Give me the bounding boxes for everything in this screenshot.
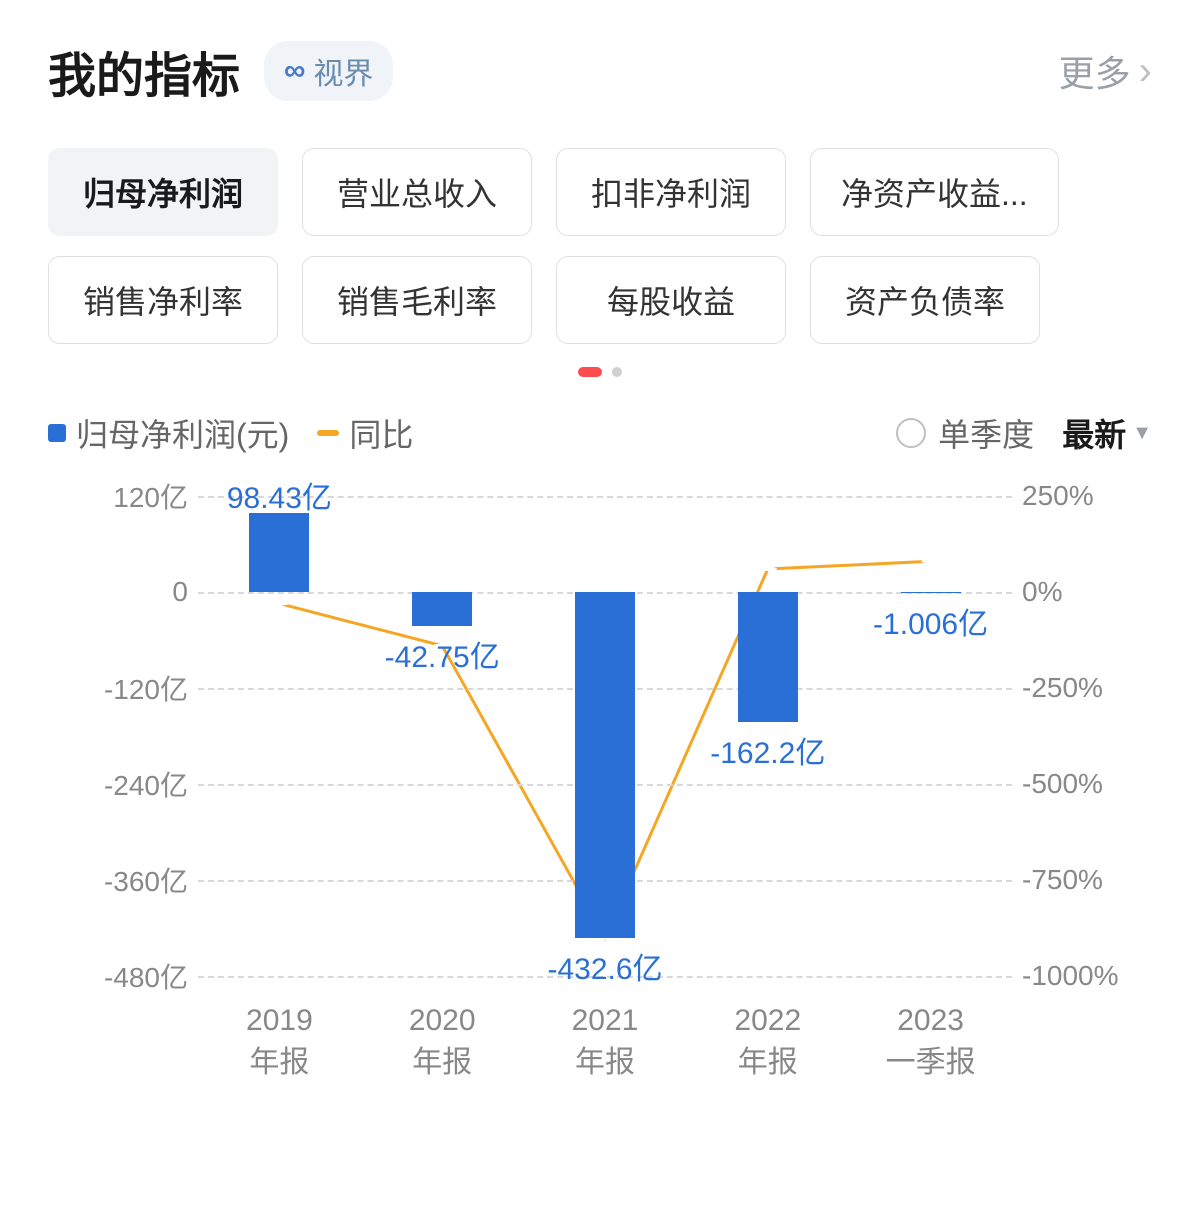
bar	[738, 592, 798, 722]
x-axis-labels: 2019年报2020年报2021年报2022年报2023一季报	[198, 1000, 1012, 1084]
yoy-marker	[760, 568, 776, 570]
yoy-marker	[922, 560, 938, 562]
bar	[575, 592, 635, 938]
tab-metric-6[interactable]: 每股收益	[556, 256, 786, 344]
tab-metric-5[interactable]: 销售毛利率	[302, 256, 532, 344]
tab-metric-1[interactable]: 营业总收入	[302, 148, 532, 236]
tab-metric-7[interactable]: 资产负债率	[810, 256, 1040, 344]
metric-tabs: 归母净利润营业总收入扣非净利润净资产收益... 销售净利率销售毛利率每股收益资产负…	[48, 148, 1152, 344]
header: 我的指标 ∞ 视界 更多 ›	[48, 36, 1152, 106]
x-tick-label: 2023一季报	[849, 1000, 1012, 1084]
y-right-tick: 0%	[1022, 576, 1142, 608]
legend-row: 归母净利润(元) 同比 单季度 最新 ▼	[48, 410, 1152, 456]
y-left-tick: -240亿	[58, 764, 188, 804]
more-button[interactable]: 更多 ›	[1059, 45, 1152, 97]
bar-legend-swatch	[48, 424, 66, 442]
bar	[412, 592, 472, 626]
page-title: 我的指标	[48, 36, 240, 106]
chart: 120亿0-120亿-240亿-360亿-480亿250%0%-250%-500…	[58, 496, 1142, 1084]
y-right-tick: -750%	[1022, 864, 1142, 896]
tab-metric-3[interactable]: 净资产收益...	[810, 148, 1059, 236]
bar-value-label: -1.006亿	[873, 599, 988, 643]
y-right-tick: -250%	[1022, 672, 1142, 704]
chevron-down-icon: ▼	[1132, 422, 1152, 445]
infinity-icon: ∞	[284, 54, 305, 88]
bar-value-label: -42.75亿	[385, 632, 500, 676]
tab-metric-2[interactable]: 扣非净利润	[556, 148, 786, 236]
y-left-tick: 0	[58, 576, 188, 608]
y-left-tick: -480亿	[58, 956, 188, 996]
y-left-tick: -360亿	[58, 860, 188, 900]
page-dots	[48, 364, 1152, 382]
bar-value-label: 98.43亿	[227, 473, 332, 517]
bar-value-label: -162.2亿	[710, 728, 825, 772]
y-right-tick: -500%	[1022, 768, 1142, 800]
period-dropdown[interactable]: 最新 ▼	[1062, 410, 1152, 456]
tab-metric-4[interactable]: 销售净利率	[48, 256, 278, 344]
dropdown-label: 最新	[1062, 410, 1126, 456]
yoy-marker	[271, 603, 287, 605]
x-tick-label: 2019年报	[198, 1000, 361, 1084]
dot-active	[578, 367, 602, 377]
bar	[249, 513, 309, 592]
vision-label: 视界	[313, 49, 373, 93]
dot-inactive	[612, 367, 622, 377]
x-tick-label: 2020年报	[361, 1000, 524, 1084]
chevron-right-icon: ›	[1139, 49, 1152, 94]
y-right-tick: 250%	[1022, 480, 1142, 512]
tab-metric-0[interactable]: 归母净利润	[48, 148, 278, 236]
line-legend-label: 同比	[349, 410, 413, 456]
bar-value-label: -432.6亿	[547, 944, 662, 988]
vision-badge[interactable]: ∞ 视界	[264, 41, 393, 101]
bar-legend-label: 归母净利润(元)	[76, 410, 289, 456]
line-legend-swatch	[317, 430, 339, 436]
quarter-radio[interactable]	[896, 418, 926, 448]
bar	[901, 592, 961, 593]
quarter-toggle-label: 单季度	[938, 410, 1034, 456]
y-left-tick: 120亿	[58, 476, 188, 516]
x-tick-label: 2022年报	[686, 1000, 849, 1084]
x-tick-label: 2021年报	[524, 1000, 687, 1084]
plot-area: 120亿0-120亿-240亿-360亿-480亿250%0%-250%-500…	[198, 496, 1012, 976]
y-right-tick: -1000%	[1022, 960, 1142, 992]
y-left-tick: -120亿	[58, 668, 188, 708]
more-label: 更多	[1059, 45, 1131, 97]
